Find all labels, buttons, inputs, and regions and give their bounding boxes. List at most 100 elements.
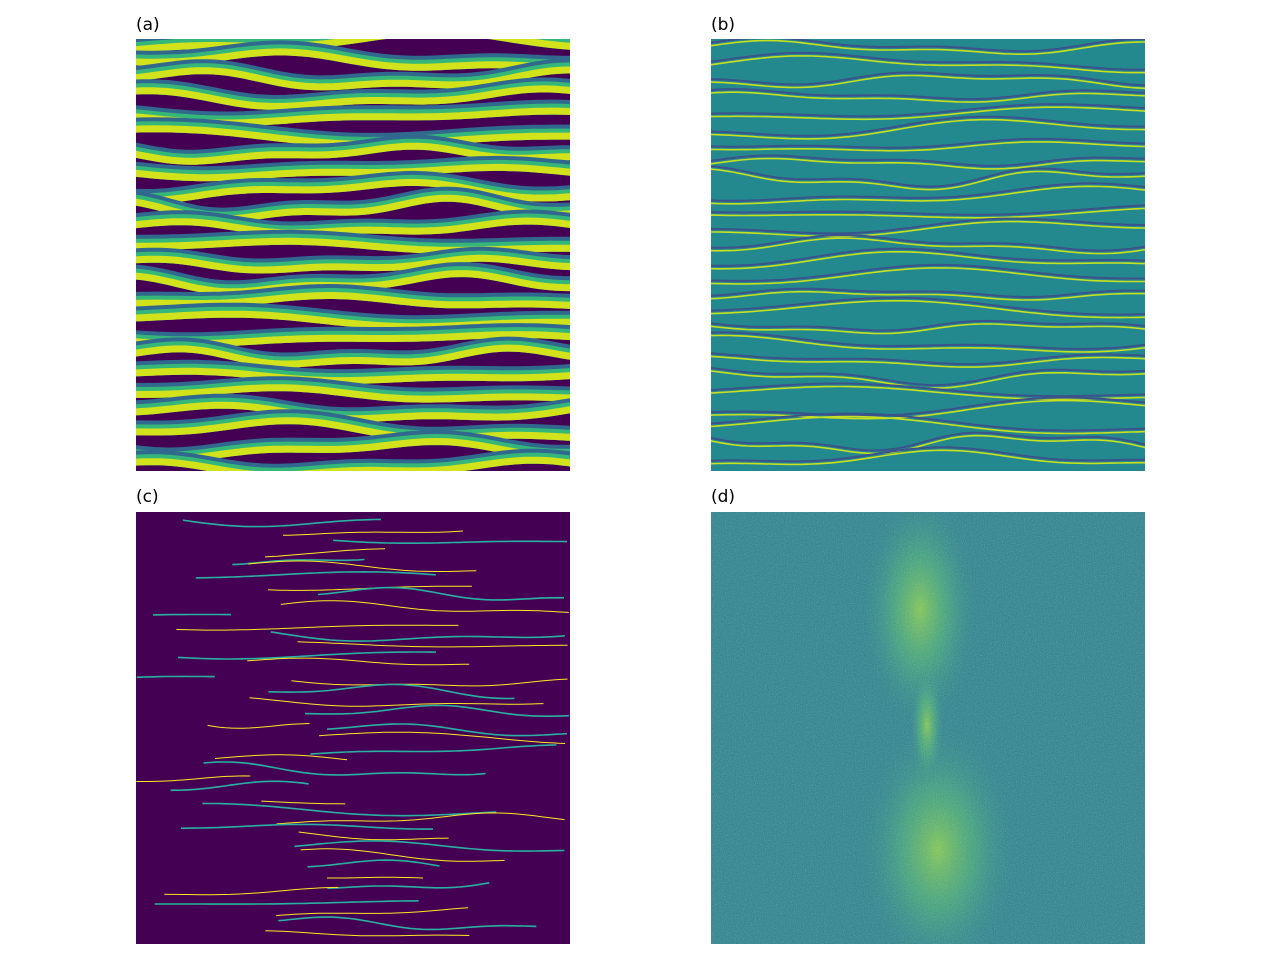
texture	[164, 886, 339, 896]
panel-label: (a)	[136, 15, 160, 35]
texture	[264, 548, 386, 558]
texture	[711, 204, 1145, 216]
texture	[261, 800, 346, 805]
texture	[711, 217, 1145, 235]
texture	[711, 267, 1145, 285]
texture	[711, 106, 1145, 121]
texture	[268, 683, 515, 700]
texture	[177, 651, 436, 660]
texture	[300, 848, 505, 862]
panel-label: (d)	[711, 487, 735, 507]
texture	[195, 570, 436, 579]
texture	[249, 697, 544, 707]
texture	[711, 399, 1145, 420]
texture	[711, 352, 1145, 366]
texture	[136, 254, 570, 274]
texture	[270, 631, 565, 642]
texture	[711, 431, 1145, 452]
texture	[711, 415, 1145, 435]
texture	[711, 300, 1145, 319]
texture	[711, 154, 1145, 167]
texture	[291, 678, 568, 687]
texture	[711, 234, 1145, 252]
texture	[294, 840, 565, 852]
texture	[136, 39, 570, 54]
texture	[317, 586, 565, 601]
texture	[136, 775, 251, 782]
texture	[207, 723, 310, 729]
texture	[711, 323, 1145, 335]
texture	[711, 366, 1145, 387]
texture	[711, 251, 1145, 270]
texture	[319, 731, 566, 744]
texture	[711, 331, 1145, 351]
texture	[136, 367, 570, 385]
texture	[711, 141, 1145, 152]
texture	[711, 118, 1145, 140]
texture	[176, 624, 459, 631]
texture	[276, 907, 469, 917]
texture	[711, 319, 1145, 332]
texture	[711, 207, 1145, 219]
panel-label: (c)	[136, 487, 159, 507]
texture	[711, 137, 1145, 149]
texture	[310, 744, 557, 755]
texture	[711, 55, 1145, 74]
texture	[265, 930, 470, 937]
texture	[711, 237, 1145, 255]
texture	[181, 823, 433, 830]
texture	[711, 51, 1145, 71]
texture	[711, 355, 1145, 368]
texture	[247, 657, 470, 666]
texture	[136, 217, 570, 237]
texture	[136, 344, 570, 368]
texture	[333, 539, 568, 544]
texture	[203, 761, 486, 776]
texture	[202, 802, 497, 817]
texture	[711, 382, 1145, 398]
texture	[711, 412, 1145, 432]
texture	[711, 334, 1145, 353]
texture	[711, 165, 1145, 188]
texture	[278, 916, 537, 931]
image-panel	[136, 512, 570, 944]
texture	[136, 675, 215, 679]
texture	[711, 434, 1145, 455]
image-panel	[711, 512, 1145, 944]
texture	[282, 530, 464, 536]
texture	[307, 859, 440, 868]
texture	[154, 900, 419, 905]
texture	[298, 831, 449, 841]
texture	[711, 446, 1145, 463]
texture	[327, 876, 424, 879]
texture	[711, 290, 1145, 301]
texture	[711, 296, 1145, 316]
texture	[711, 39, 1145, 55]
texture	[711, 220, 1145, 238]
texture	[711, 396, 1145, 417]
texture	[711, 157, 1145, 170]
texture	[136, 384, 570, 403]
image-panel	[136, 39, 570, 471]
texture	[214, 754, 348, 761]
texture	[182, 518, 381, 528]
texture	[711, 385, 1145, 400]
texture	[711, 39, 1145, 53]
panel-label: (b)	[711, 15, 735, 35]
texture	[136, 456, 570, 471]
texture	[136, 178, 570, 205]
texture	[711, 91, 1145, 103]
texture	[711, 247, 1145, 267]
texture	[280, 600, 569, 613]
texture	[711, 71, 1145, 87]
texture	[711, 182, 1145, 202]
texture	[711, 103, 1145, 118]
texture	[136, 85, 570, 111]
texture	[711, 449, 1145, 466]
texture	[304, 704, 570, 717]
texture	[711, 88, 1145, 101]
texture	[170, 780, 309, 792]
texture	[711, 287, 1145, 298]
texture	[711, 168, 1145, 191]
